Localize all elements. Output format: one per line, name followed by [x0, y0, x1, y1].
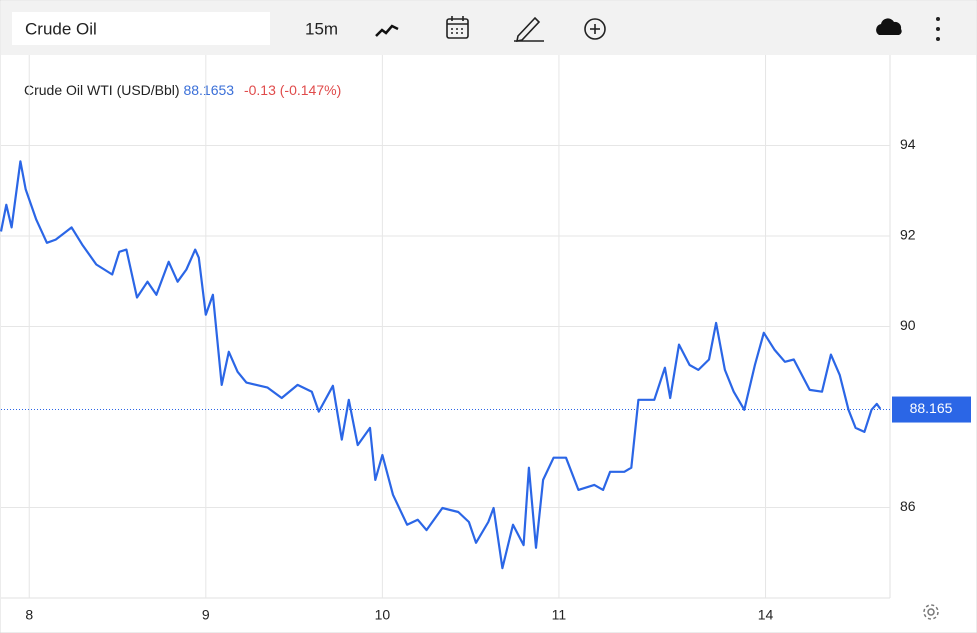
- x-tick-label: 8: [25, 607, 33, 623]
- instrument: Crude Oil WTI (USD/Bbl): [24, 82, 180, 98]
- y-tick-label: 90: [900, 317, 916, 333]
- search-box[interactable]: [12, 12, 270, 45]
- y-tick-label: 92: [900, 227, 916, 243]
- plot: 86 90 92 94 8 9 10 11 14 88.165: [0, 55, 971, 623]
- settings-icon[interactable]: [923, 604, 939, 620]
- last-price-box: [892, 396, 971, 423]
- y-tick-label: 94: [900, 136, 916, 152]
- price-line: [0, 160, 882, 570]
- price: 88.1653: [183, 82, 234, 98]
- last-price-label: 88.165: [910, 400, 953, 416]
- interval[interactable]: 15m: [305, 19, 338, 38]
- change: -0.13 (-0.147%): [244, 82, 341, 98]
- draw-icon[interactable]: [514, 16, 544, 43]
- add-icon[interactable]: [584, 18, 606, 40]
- download-icon[interactable]: [876, 18, 902, 35]
- y-tick-label: 86: [900, 498, 916, 514]
- menu-icon[interactable]: [936, 17, 940, 41]
- x-tick-label: 9: [202, 607, 210, 623]
- calendar-icon[interactable]: [446, 16, 469, 39]
- chart-title: Crude Oil WTI (USD/Bbl) 88.1653 -0.13 (-…: [24, 82, 341, 98]
- x-tick-label: 14: [758, 607, 774, 623]
- x-tick-label: 11: [552, 607, 567, 623]
- search-text: Crude Oil: [25, 19, 97, 38]
- chart-type-icon[interactable]: [375, 24, 399, 37]
- x-tick-label: 10: [375, 607, 391, 623]
